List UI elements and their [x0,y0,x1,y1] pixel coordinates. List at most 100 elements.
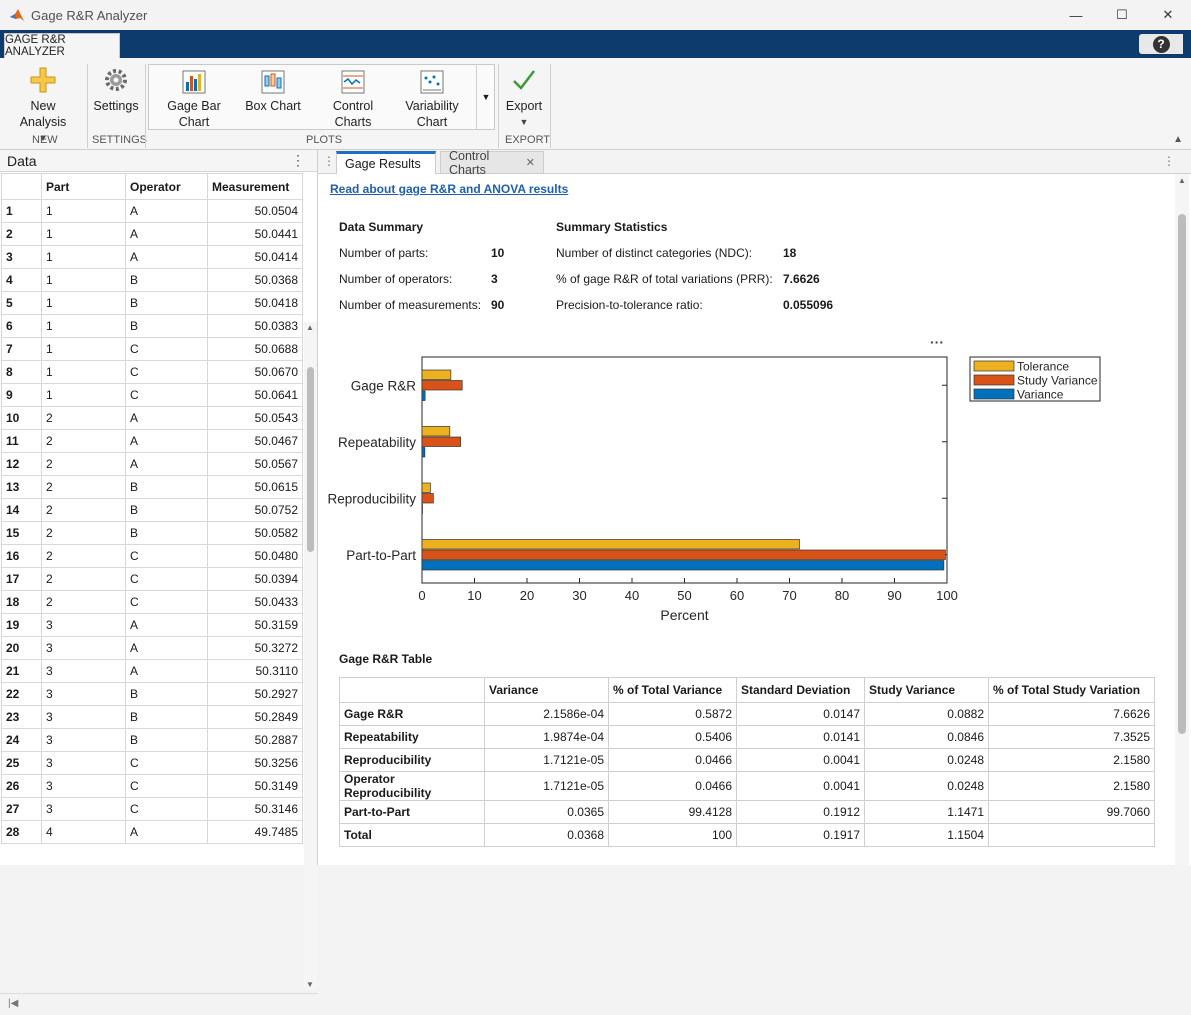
table-row[interactable]: 15 2 B 50.0582 [1,521,303,545]
table-row[interactable]: 17 2 C 50.0394 [1,567,303,591]
operator-cell[interactable]: C [125,544,208,568]
table-row[interactable]: 14 2 B 50.0752 [1,498,303,522]
table-row[interactable]: 9 1 C 50.0641 [1,383,303,407]
part-cell[interactable]: 2 [41,521,126,545]
part-cell[interactable]: 1 [41,291,126,315]
row-number[interactable]: 17 [1,567,42,591]
part-cell[interactable]: 2 [41,590,126,614]
column-header-measurement[interactable]: Measurement [207,173,303,200]
measurement-cell[interactable]: 50.0418 [207,291,303,315]
row-number[interactable]: 14 [1,498,42,522]
operator-cell[interactable]: C [125,590,208,614]
results-vertical-scrollbar[interactable]: ▲ [1175,174,1189,865]
table-row[interactable]: 27 3 C 50.3146 [1,797,303,821]
operator-cell[interactable]: B [125,521,208,545]
operator-cell[interactable]: B [125,268,208,292]
part-cell[interactable]: 2 [41,406,126,430]
column-header-operator[interactable]: Operator [125,173,208,200]
scrollbar-thumb[interactable] [1178,214,1186,734]
part-cell[interactable]: 2 [41,452,126,476]
operator-cell[interactable]: A [125,199,208,223]
operator-cell[interactable]: A [125,452,208,476]
row-number[interactable]: 26 [1,774,42,798]
operator-cell[interactable]: C [125,797,208,821]
row-number[interactable]: 5 [1,291,42,315]
operator-cell[interactable]: C [125,774,208,798]
row-number[interactable]: 18 [1,590,42,614]
table-row[interactable]: 22 3 B 50.2927 [1,682,303,706]
row-number[interactable]: 6 [1,314,42,338]
part-cell[interactable]: 1 [41,222,126,246]
table-row[interactable]: 8 1 C 50.0670 [1,360,303,384]
part-cell[interactable]: 3 [41,797,126,821]
row-number[interactable]: 16 [1,544,42,568]
table-row[interactable]: 13 2 B 50.0615 [1,475,303,499]
row-number[interactable]: 10 [1,406,42,430]
table-row[interactable]: 12 2 A 50.0567 [1,452,303,476]
operator-cell[interactable]: C [125,360,208,384]
measurement-cell[interactable]: 50.0383 [207,314,303,338]
measurement-cell[interactable]: 50.0641 [207,383,303,407]
row-number[interactable]: 25 [1,751,42,775]
operator-cell[interactable]: C [125,751,208,775]
row-number[interactable]: 15 [1,521,42,545]
scrollbar-thumb[interactable] [307,367,314,552]
measurement-cell[interactable]: 50.2887 [207,728,303,752]
measurement-cell[interactable]: 50.0480 [207,544,303,568]
table-row[interactable]: 25 3 C 50.3256 [1,751,303,775]
row-number[interactable]: 20 [1,636,42,660]
measurement-cell[interactable]: 50.0688 [207,337,303,361]
part-cell[interactable]: 1 [41,360,126,384]
gage-bar-chart[interactable]: 0 10 20 30 40 50 60 70 80 90 100 Percent Gage R&R Rep… [318,335,1118,635]
operator-cell[interactable]: A [125,406,208,430]
data-horizontal-scrollbar[interactable]: |◀ [0,993,318,1015]
operator-cell[interactable]: A [125,245,208,269]
measurement-cell[interactable]: 50.3110 [207,659,303,683]
settings-button[interactable]: Settings [92,66,140,114]
table-row[interactable]: 5 1 B 50.0418 [1,291,303,315]
table-row[interactable]: 20 3 A 50.3272 [1,636,303,660]
measurement-cell[interactable]: 50.0368 [207,268,303,292]
control-charts-button[interactable]: Control Charts [320,70,386,130]
operator-cell[interactable]: A [125,429,208,453]
column-header-row[interactable] [1,173,42,200]
table-row[interactable]: 26 3 C 50.3149 [1,774,303,798]
table-row[interactable]: 21 3 A 50.3110 [1,659,303,683]
row-number[interactable]: 8 [1,360,42,384]
tab-control-charts[interactable]: Control Charts ✕ [440,149,544,177]
gage-bar-chart-button[interactable]: Gage Bar Chart [160,70,228,130]
part-cell[interactable]: 2 [41,498,126,522]
measurement-cell[interactable]: 50.2849 [207,705,303,729]
operator-cell[interactable]: A [125,613,208,637]
tab-menu-icon[interactable]: ⋮ [323,154,335,168]
measurement-cell[interactable]: 50.3149 [207,774,303,798]
row-number[interactable]: 28 [1,820,42,844]
collapse-ribbon-icon[interactable]: ▲ [1173,134,1183,145]
table-row[interactable]: 24 3 B 50.2887 [1,728,303,752]
part-cell[interactable]: 2 [41,475,126,499]
maximize-button[interactable]: ☐ [1116,7,1128,22]
row-number[interactable]: 21 [1,659,42,683]
row-number[interactable]: 13 [1,475,42,499]
part-cell[interactable]: 3 [41,774,126,798]
table-row[interactable]: 7 1 C 50.0688 [1,337,303,361]
measurement-cell[interactable]: 50.0670 [207,360,303,384]
table-row[interactable]: 23 3 B 50.2849 [1,705,303,729]
row-number[interactable]: 3 [1,245,42,269]
operator-cell[interactable]: B [125,314,208,338]
measurement-cell[interactable]: 50.0433 [207,590,303,614]
part-cell[interactable]: 1 [41,383,126,407]
part-cell[interactable]: 2 [41,429,126,453]
row-number[interactable]: 27 [1,797,42,821]
operator-cell[interactable]: A [125,222,208,246]
row-number[interactable]: 9 [1,383,42,407]
operator-cell[interactable]: C [125,337,208,361]
measurement-cell[interactable]: 50.3256 [207,751,303,775]
variability-chart-button[interactable]: Variability Chart [398,70,466,130]
operator-cell[interactable]: B [125,705,208,729]
box-chart-button[interactable]: Box Chart [240,70,306,114]
part-cell[interactable]: 3 [41,659,126,683]
operator-cell[interactable]: A [125,636,208,660]
row-number[interactable]: 12 [1,452,42,476]
chart-menu-icon[interactable]: ··· [930,335,944,350]
